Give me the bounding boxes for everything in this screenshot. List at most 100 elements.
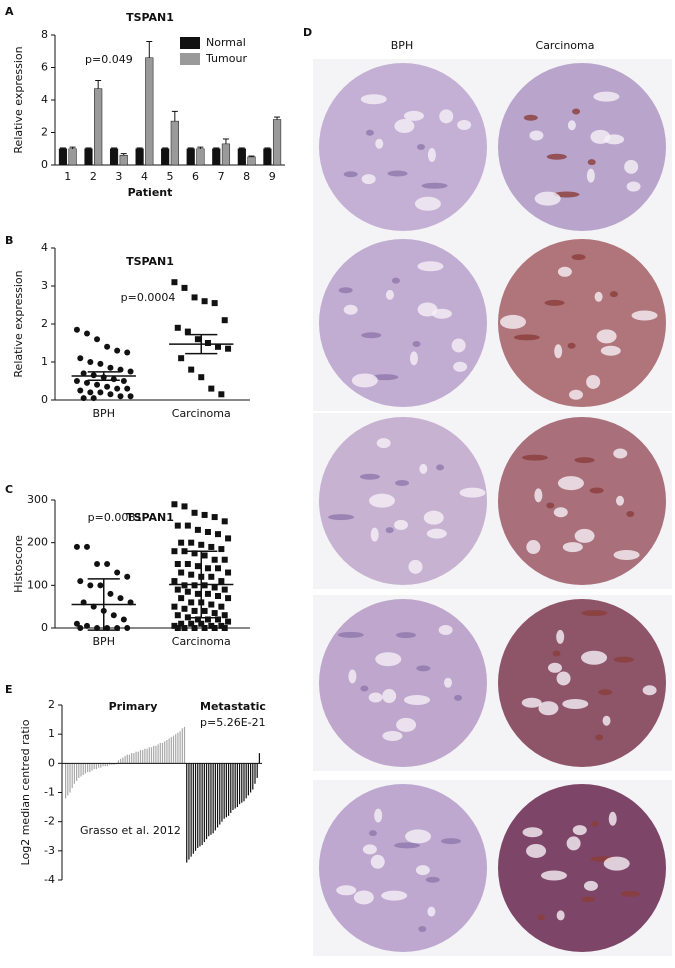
- point: [83, 379, 90, 386]
- tissue-texture: [408, 559, 423, 574]
- tissue-texture: [375, 138, 384, 149]
- bar: [157, 744, 159, 764]
- point: [188, 366, 195, 373]
- point: [184, 522, 191, 529]
- point: [221, 518, 228, 525]
- bar: [190, 763, 192, 857]
- bar: [76, 763, 78, 781]
- tissue-texture: [431, 308, 452, 319]
- tissue-texture: [457, 119, 472, 130]
- point: [77, 387, 84, 394]
- y-axis-label: Relative expression: [12, 270, 25, 377]
- x-tick-label: 3: [115, 170, 122, 183]
- bar: [181, 728, 183, 764]
- point: [171, 603, 178, 610]
- bar: [102, 763, 104, 767]
- annotation: p=0.0004: [121, 291, 176, 304]
- x-tick-label: 7: [218, 170, 225, 183]
- tissue-texture: [581, 610, 608, 617]
- tissue-texture: [608, 811, 617, 826]
- point: [204, 590, 211, 597]
- bar: [122, 757, 124, 764]
- tissue-texture: [395, 480, 410, 487]
- tissue-texture: [642, 685, 657, 696]
- tissue-texture: [581, 650, 608, 665]
- y-tick-label: -1: [44, 786, 55, 799]
- point: [225, 595, 232, 602]
- point: [198, 620, 205, 627]
- y-tick-label: 3: [41, 279, 48, 292]
- tissue-texture: [556, 671, 571, 686]
- y-axis-label: Relative expression: [12, 46, 25, 153]
- tissue-texture: [583, 880, 598, 891]
- tissue-core: [319, 63, 487, 231]
- point: [97, 389, 104, 396]
- tissue-texture: [534, 488, 543, 503]
- tissue-texture: [534, 191, 561, 206]
- y-tick-label: 4: [41, 93, 48, 106]
- bar: [65, 763, 67, 799]
- bar: [172, 735, 175, 764]
- tissue-texture: [537, 914, 546, 921]
- point: [174, 625, 181, 631]
- bar: [135, 751, 137, 764]
- tissue-texture: [416, 665, 431, 672]
- tissue-texture: [523, 114, 538, 121]
- point: [184, 588, 191, 595]
- point: [80, 370, 87, 377]
- bar: [186, 763, 188, 863]
- tissue-texture: [556, 629, 565, 644]
- tissue-texture: [557, 266, 572, 277]
- tissue-texture: [591, 820, 600, 827]
- bar: [150, 747, 153, 764]
- point: [178, 620, 185, 627]
- bar: [188, 763, 190, 860]
- tissue-texture: [351, 373, 378, 388]
- bar: [84, 763, 87, 774]
- tissue-texture: [613, 656, 634, 663]
- point: [215, 531, 222, 538]
- bar: [230, 763, 232, 813]
- tissue-texture: [593, 91, 620, 102]
- point: [104, 343, 111, 350]
- point: [215, 616, 222, 623]
- point: [127, 368, 134, 375]
- point: [110, 376, 117, 383]
- point: [201, 625, 208, 631]
- tissue-texture: [441, 838, 462, 845]
- bar: [111, 763, 113, 765]
- tissue-texture: [567, 120, 576, 131]
- bar: [170, 120, 179, 166]
- bar: [194, 763, 197, 851]
- tissue-texture: [581, 896, 596, 903]
- tissue-texture: [529, 130, 544, 141]
- tissue-texture: [522, 827, 543, 838]
- tissue-texture: [427, 148, 436, 163]
- tissue-texture: [376, 438, 391, 449]
- point: [114, 347, 121, 354]
- bar: [221, 763, 223, 822]
- point: [181, 284, 188, 291]
- bar: [68, 148, 77, 166]
- bar: [186, 148, 195, 166]
- tissue-texture: [409, 351, 418, 366]
- point: [94, 561, 101, 567]
- tissue-texture: [600, 345, 621, 356]
- chart-title: TSPAN1: [126, 511, 174, 524]
- y-tick-label: 2: [48, 698, 55, 711]
- bar: [120, 758, 122, 764]
- point: [110, 612, 117, 619]
- column-label: BPH: [391, 39, 413, 52]
- tissue-texture: [451, 338, 466, 353]
- tissue-texture: [562, 542, 583, 553]
- tissue-texture: [569, 389, 584, 400]
- y-tick-label: 100: [27, 578, 48, 591]
- point: [211, 300, 218, 307]
- y-tick-label: 2: [41, 317, 48, 330]
- y-axis-label: Histoscore: [12, 535, 25, 593]
- tissue-texture: [370, 527, 379, 542]
- point: [181, 582, 188, 589]
- point: [174, 324, 181, 331]
- bar: [106, 763, 109, 767]
- bar: [170, 737, 172, 764]
